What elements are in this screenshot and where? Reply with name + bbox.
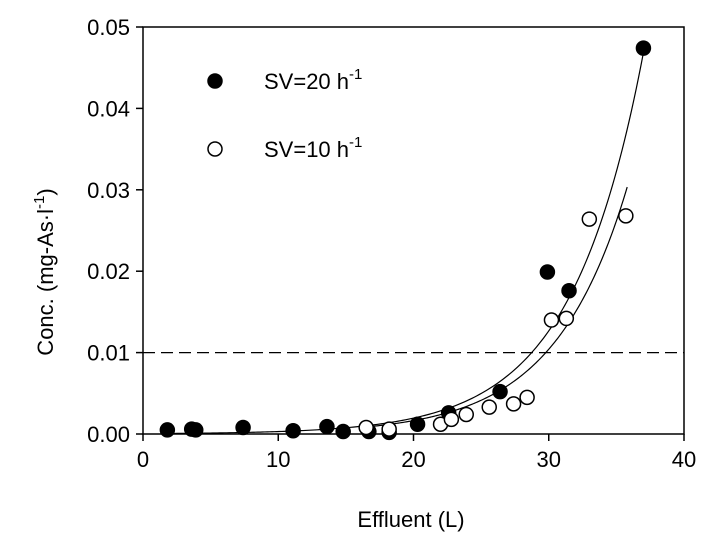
- fit-curve-series-0: [167, 52, 645, 435]
- point-sv20: [635, 40, 652, 56]
- y-tick-label: 0.02: [87, 259, 130, 284]
- point-sv20: [285, 422, 301, 439]
- point-sv10: [358, 419, 374, 436]
- point-sv10: [519, 389, 535, 406]
- legend-label-sv10-main: SV=10 h: [264, 137, 349, 162]
- point-sv20: [159, 422, 176, 438]
- point-sv10: [458, 406, 474, 423]
- legend-label-sv20-main: SV=20 h: [264, 69, 349, 94]
- point-sv20: [187, 422, 204, 438]
- y-axis-title-close: ): [33, 188, 58, 195]
- y-tick-label: 0.04: [87, 96, 130, 121]
- legend-label-sv10-sup: -1: [349, 134, 362, 151]
- point-sv10: [481, 399, 497, 415]
- legend-marker-sv20: [207, 73, 223, 89]
- legend-label-sv20: SV=20 h-1: [264, 66, 362, 94]
- x-axis-title: Effluent (L): [357, 507, 464, 532]
- point-sv20: [409, 416, 426, 432]
- fit-curves: [167, 52, 645, 435]
- legend-marker-sv10: [207, 141, 223, 157]
- x-tick-label: 30: [537, 447, 561, 472]
- point-sv20: [492, 383, 508, 400]
- y-axis-title-unit: l: [33, 209, 58, 214]
- x-tick-label: 0: [137, 447, 149, 472]
- legend-label-sv20-sup: -1: [349, 66, 362, 83]
- point-sv10: [505, 396, 522, 412]
- data-points: [159, 40, 652, 441]
- plot-area: [142, 26, 685, 435]
- point-sv10: [443, 411, 460, 428]
- point-sv10: [543, 312, 560, 328]
- y-axis-title-main: Conc. (mg-As: [33, 221, 58, 355]
- plot-border: [142, 26, 685, 435]
- point-sv20: [539, 264, 556, 280]
- legend: SV=20 h-1 SV=10 h-1: [207, 66, 362, 162]
- point-sv10: [618, 208, 634, 224]
- y-tick-label: 0.01: [87, 341, 130, 366]
- x-tick-label: 10: [266, 447, 290, 472]
- axis-ticks: 0 10 20 30 40 0.00 0.01 0.02 0.03 0.04 0.05: [87, 15, 696, 472]
- point-sv10: [381, 421, 397, 437]
- y-axis-title: Conc. (mg-As·l-1): [31, 188, 58, 355]
- y-axis-title-sup: -1: [31, 196, 48, 209]
- point-sv20: [561, 282, 577, 299]
- y-tick-label: 0.03: [87, 178, 130, 203]
- point-sv20: [319, 418, 335, 435]
- y-tick-label: 0.00: [87, 422, 130, 447]
- point-sv20: [335, 423, 351, 440]
- y-tick-label: 0.05: [87, 15, 130, 40]
- legend-label-sv10: SV=10 h-1: [264, 134, 362, 162]
- x-tick-label: 40: [672, 447, 696, 472]
- point-sv10: [558, 310, 575, 327]
- point-sv10: [581, 211, 598, 227]
- y-axis-title-dot: ·: [33, 214, 58, 221]
- x-tick-label: 20: [401, 447, 425, 472]
- point-sv20: [235, 419, 251, 436]
